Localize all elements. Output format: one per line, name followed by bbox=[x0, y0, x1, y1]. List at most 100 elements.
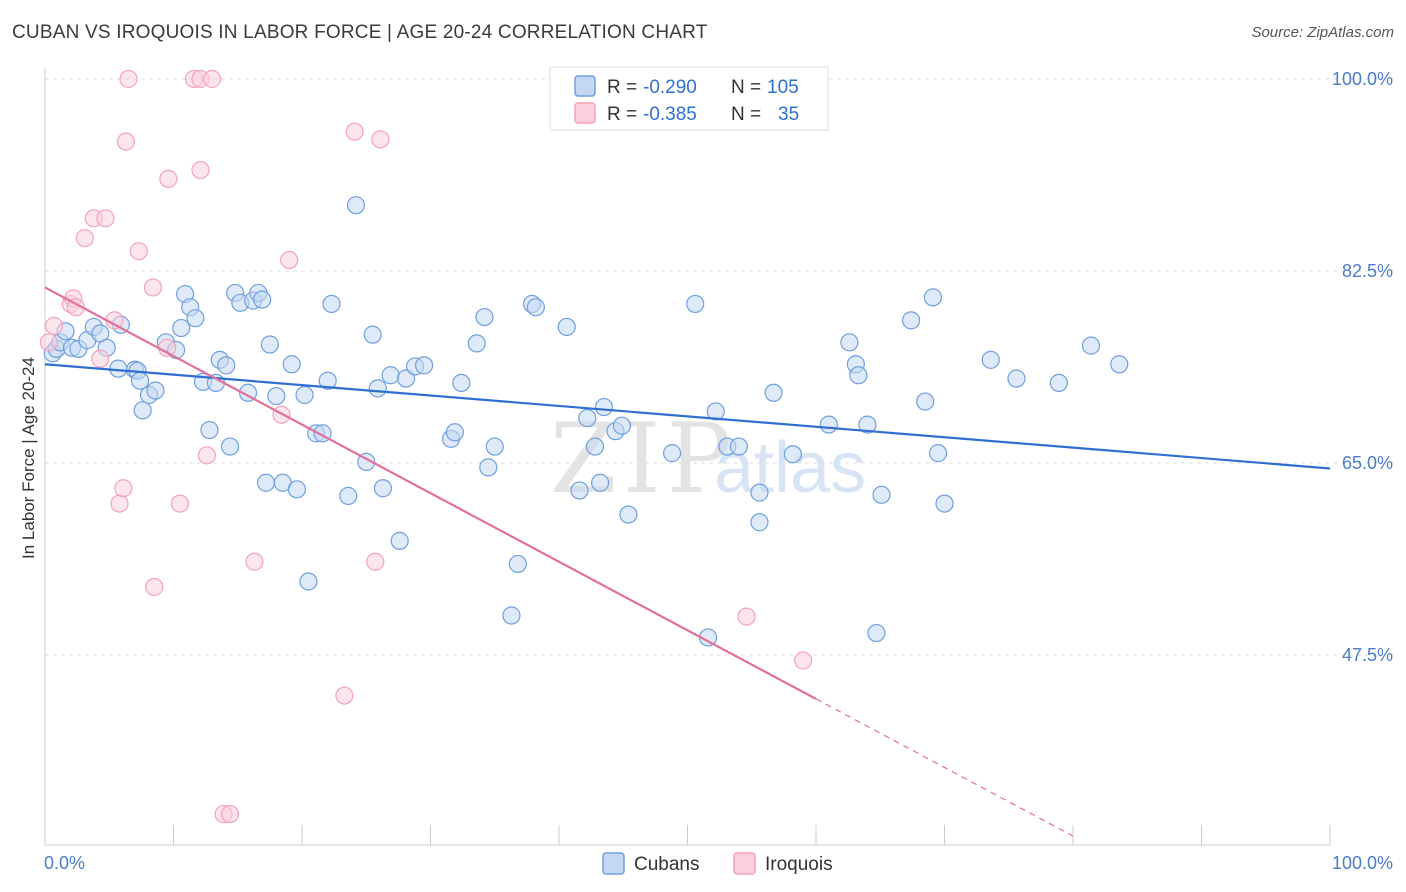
cubans-point bbox=[390, 531, 409, 550]
cubans-point bbox=[686, 294, 705, 314]
cubans-point bbox=[764, 383, 783, 402]
bottom-legend-label-iroquois: Iroquois bbox=[765, 854, 833, 875]
cubans-point bbox=[368, 379, 387, 398]
cubans-point bbox=[981, 350, 1000, 369]
cubans-point bbox=[217, 356, 236, 375]
iroquois-point bbox=[44, 316, 64, 335]
cubans-point bbox=[485, 437, 504, 456]
y-tick-label: 100.0% bbox=[1332, 69, 1393, 89]
y-axis-label: In Labor Force | Age 20-24 bbox=[19, 357, 38, 559]
iroquois-point bbox=[116, 132, 136, 151]
bottom-legend-swatch-iroquois bbox=[733, 852, 756, 875]
cubans-point bbox=[260, 335, 279, 354]
legend-n-value: 35 bbox=[778, 104, 799, 125]
legend-n-value: 105 bbox=[767, 77, 799, 98]
y-tick-label: 82.5% bbox=[1342, 261, 1393, 281]
cubans-point bbox=[619, 505, 638, 524]
cubans-point bbox=[318, 371, 337, 390]
cubans-point bbox=[467, 334, 486, 353]
iroquois-point bbox=[114, 479, 133, 498]
cubans-point bbox=[1007, 369, 1026, 388]
legend-n-label: N = bbox=[731, 104, 761, 125]
cubans-point bbox=[867, 623, 886, 643]
cubans-point bbox=[840, 333, 859, 352]
legend-r-label: R = bbox=[607, 104, 637, 125]
cubans-point bbox=[479, 458, 498, 477]
cubans-point bbox=[591, 473, 610, 492]
iroquois-point bbox=[191, 160, 210, 180]
cubans-point bbox=[872, 485, 891, 504]
cubans-point bbox=[662, 444, 682, 463]
iroquois-point bbox=[371, 130, 390, 149]
cubans-point bbox=[253, 290, 272, 309]
chart-title: CUBAN VS IROQUOIS IN LABOR FORCE | AGE 2… bbox=[12, 22, 708, 43]
cubans-point bbox=[133, 401, 152, 420]
iroquois-point bbox=[159, 169, 178, 188]
cubans-point bbox=[819, 415, 838, 434]
cubans-point bbox=[186, 309, 205, 328]
cubans-point bbox=[578, 408, 597, 428]
bottom-legend: Cubans Iroquois bbox=[602, 852, 833, 875]
watermark: ZIP atlas bbox=[550, 403, 866, 515]
cubans-point bbox=[295, 385, 314, 405]
x-tick-label: 100.0% bbox=[1332, 853, 1393, 873]
cubans-point bbox=[287, 480, 306, 499]
legend-n-label: N = bbox=[731, 77, 761, 98]
cubans-point bbox=[363, 325, 382, 344]
cubans-point bbox=[346, 196, 366, 215]
iroquois-point bbox=[220, 804, 240, 824]
iroquois-point bbox=[75, 228, 94, 248]
cubans-point bbox=[750, 513, 769, 532]
cubans-point bbox=[750, 483, 769, 502]
cubans-point bbox=[299, 572, 318, 591]
cubans-point bbox=[570, 481, 589, 500]
legend-r-label: R = bbox=[607, 77, 637, 98]
trend-line-iroquois bbox=[44, 286, 817, 700]
cubans-point bbox=[508, 554, 527, 574]
cubans-point bbox=[585, 437, 605, 456]
iroquois-point bbox=[245, 552, 264, 571]
y-tick-label: 65.0% bbox=[1342, 453, 1393, 473]
cubans-point bbox=[172, 318, 191, 338]
cubans-point bbox=[146, 381, 165, 400]
y-tick-label: 47.5% bbox=[1342, 645, 1393, 665]
cubans-point bbox=[706, 402, 725, 421]
cubans-point bbox=[322, 294, 341, 314]
y-tick-labels: 47.5% 65.0% 82.5% 100.0% bbox=[1332, 69, 1393, 665]
cubans-point bbox=[339, 486, 358, 506]
iroquois-point bbox=[129, 242, 148, 261]
iroquois-point bbox=[119, 69, 138, 89]
cubans-point bbox=[267, 386, 286, 406]
iroquois-point bbox=[110, 494, 129, 513]
cubans-point bbox=[594, 397, 614, 417]
cubans-point bbox=[916, 392, 935, 411]
iroquois-point bbox=[345, 122, 364, 141]
cubans-point bbox=[414, 356, 434, 375]
x-tick-labels: 0.0% 100.0% bbox=[44, 853, 1393, 873]
trend-line-cubans bbox=[44, 363, 1331, 470]
trend-lines bbox=[44, 286, 1331, 837]
iroquois-point bbox=[197, 446, 217, 465]
cubans-point bbox=[1110, 355, 1129, 374]
iroquois-point bbox=[143, 278, 163, 297]
cubans-point bbox=[381, 366, 400, 385]
iroquois-point bbox=[202, 69, 222, 89]
legend-r-value: -0.385 bbox=[643, 104, 697, 125]
cubans-point bbox=[557, 317, 576, 337]
cubans-point bbox=[1081, 336, 1101, 355]
cubans-point bbox=[282, 355, 301, 374]
legend-box: R = -0.290 N = 105 R = -0.385 N = 35 bbox=[549, 66, 829, 131]
legend-swatch-iroquois bbox=[574, 102, 596, 124]
cubans-point bbox=[256, 473, 276, 492]
iroquois-point bbox=[737, 607, 756, 626]
cubans-point bbox=[373, 479, 393, 498]
cubans-point bbox=[783, 445, 802, 464]
cubans-point bbox=[612, 416, 632, 435]
cubans-point bbox=[502, 606, 521, 625]
cubans-point bbox=[923, 288, 943, 307]
cubans-point bbox=[526, 298, 545, 317]
legend-r-value: -0.290 bbox=[643, 77, 697, 98]
cubans-point bbox=[445, 423, 465, 442]
cubans-point bbox=[858, 415, 877, 434]
grid-lines bbox=[45, 78, 1395, 656]
